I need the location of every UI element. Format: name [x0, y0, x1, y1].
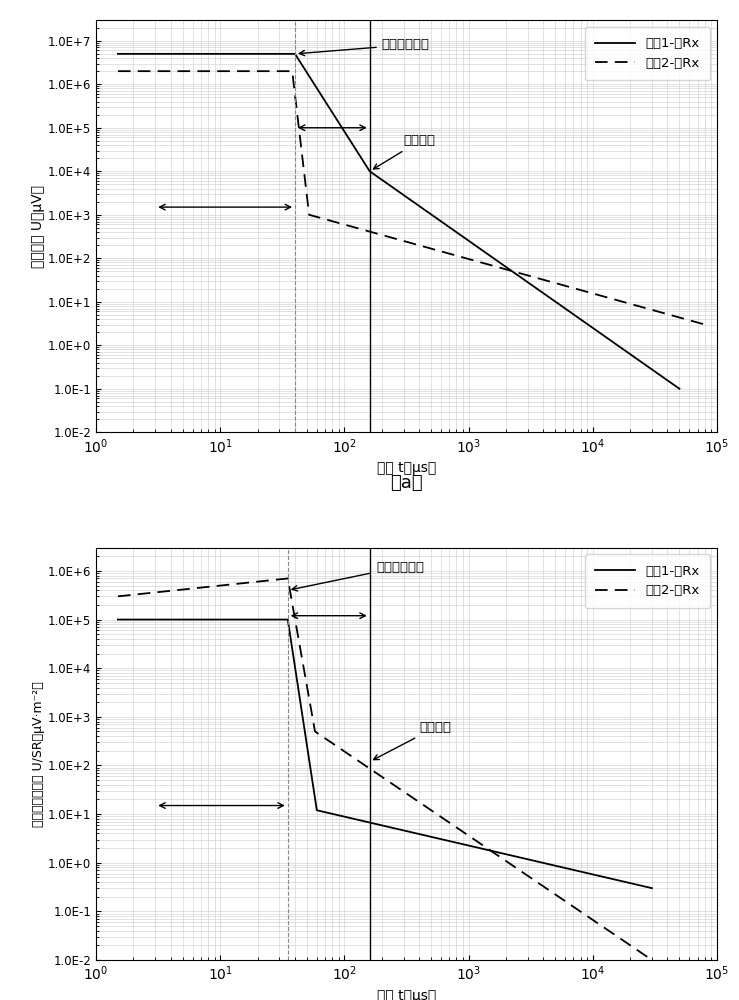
Y-axis label: 感应电压 U（μV）: 感应电压 U（μV）: [31, 185, 45, 268]
Text: 过渡时间: 过渡时间: [373, 721, 451, 760]
Text: 退出饱和信道: 退出饱和信道: [292, 561, 424, 591]
Text: 退出饱和信道: 退出饱和信道: [299, 38, 430, 56]
Legend: 曲线1-大Rx, 曲线2-小Rx: 曲线1-大Rx, 曲线2-小Rx: [585, 27, 710, 80]
Y-axis label: 归一化感应电压 U/SR（μV·m⁻²）: 归一化感应电压 U/SR（μV·m⁻²）: [32, 681, 45, 827]
Text: （a）: （a）: [390, 474, 423, 492]
X-axis label: 时间 t（μs）: 时间 t（μs）: [377, 989, 436, 1000]
Text: 过渡时间: 过渡时间: [373, 134, 435, 169]
X-axis label: 时间 t（μs）: 时间 t（μs）: [377, 461, 436, 475]
Legend: 曲线1-大Rx, 曲线2-小Rx: 曲线1-大Rx, 曲线2-小Rx: [585, 554, 710, 608]
